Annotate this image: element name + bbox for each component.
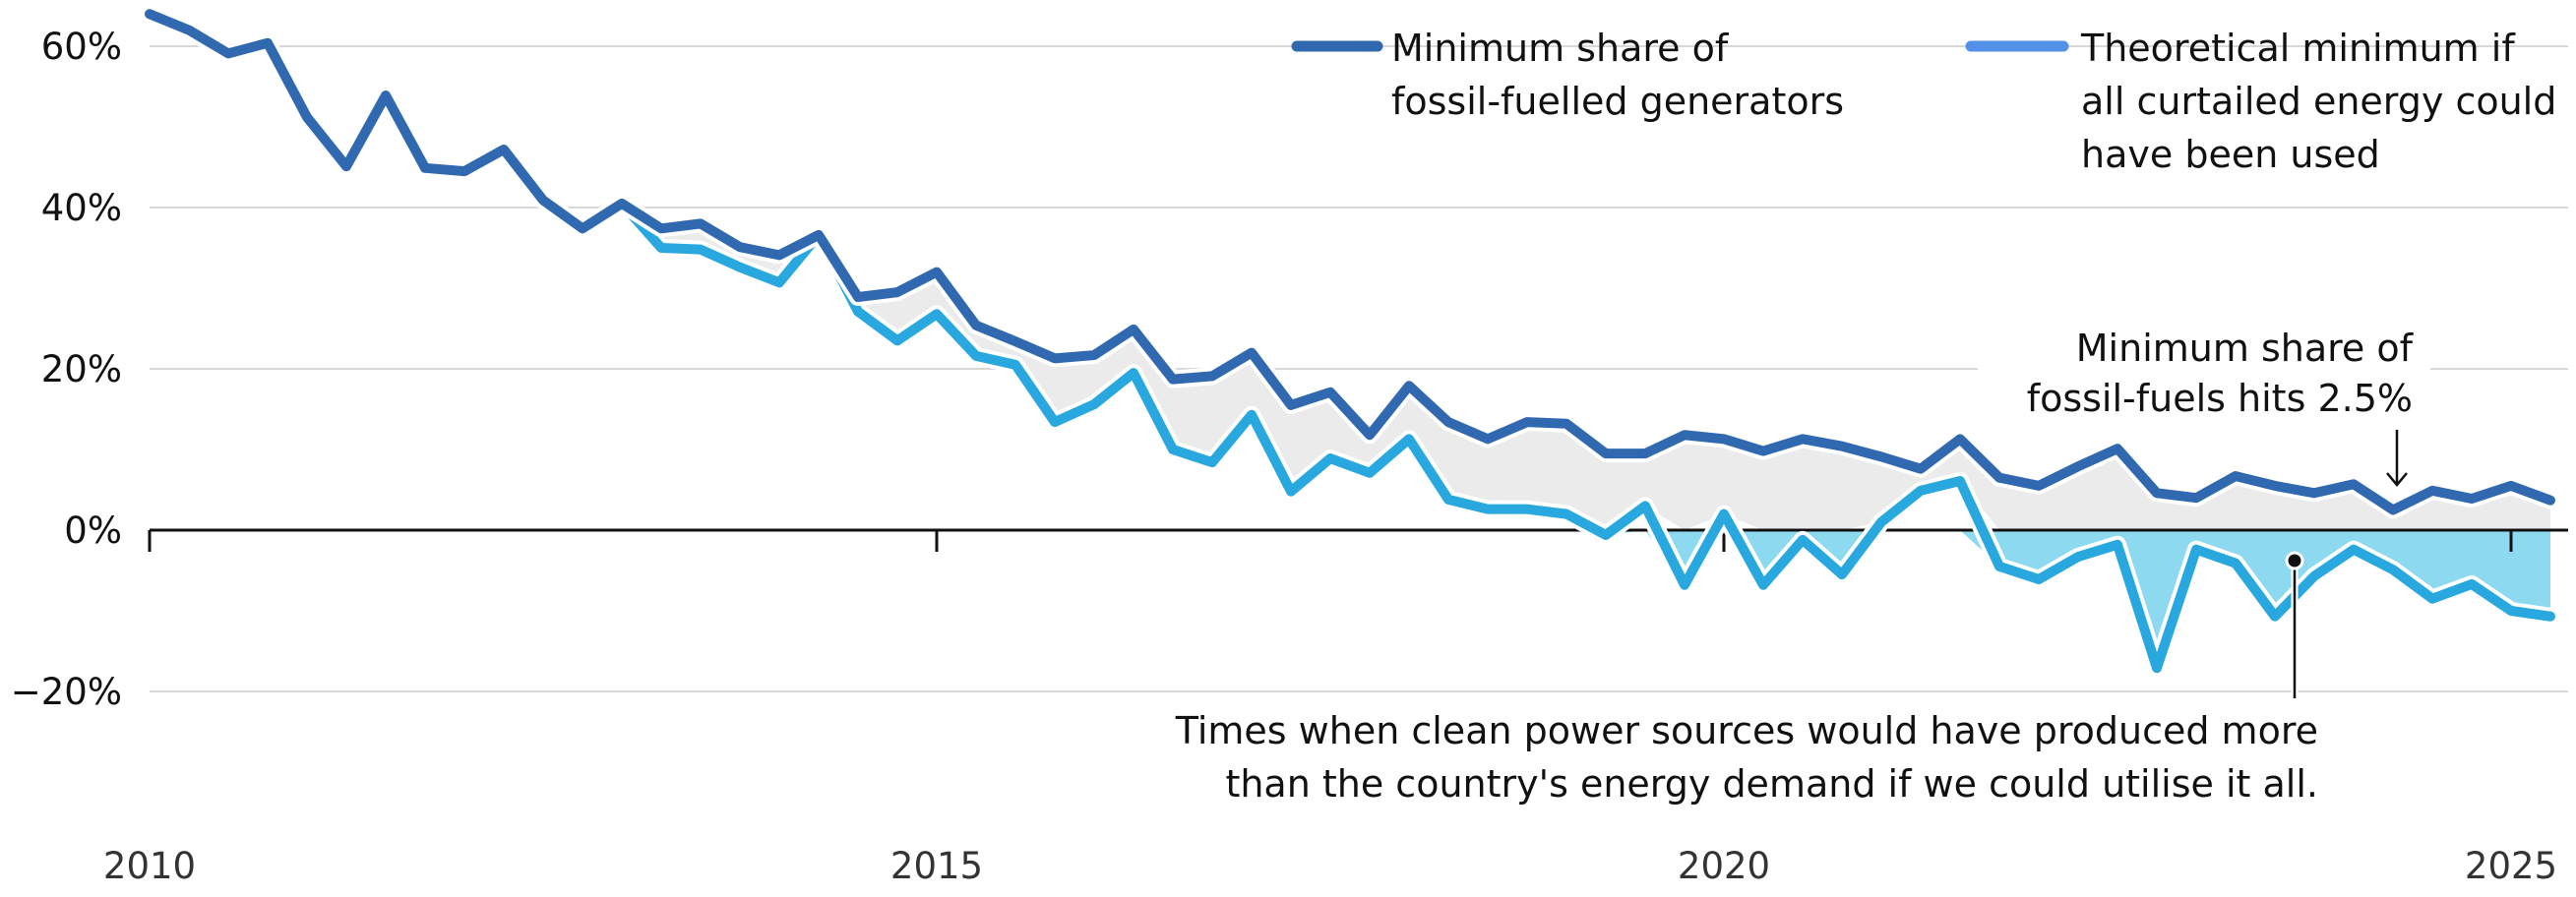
minimum-share-line: [145, 9, 2555, 515]
annotation-min-share-background: [1978, 325, 2430, 423]
legend-label-theoretical-minimum: Theoretical minimum if: [2080, 27, 2516, 70]
legend-label-theoretical-minimum-line2: all curtailed energy could: [2081, 80, 2556, 123]
y-tick-label: −20%: [11, 671, 122, 713]
annotation-min-share: Minimum share of fossil-fuels hits 2.5%: [1978, 325, 2430, 487]
legend-label-minimum-share-line2: fossil-fuelled generators: [1391, 80, 1844, 123]
x-tick-label: 2015: [890, 845, 983, 887]
y-tick-label: 40%: [41, 187, 122, 229]
y-tick-label: 20%: [41, 348, 122, 390]
y-tick-label: 0%: [64, 509, 122, 552]
x-tick-label: 2020: [1678, 845, 1770, 887]
annotation-clean-surplus: Times when clean power sources would hav…: [1175, 551, 2318, 806]
legend: Minimum share of fossil-fuelled generato…: [1291, 27, 2556, 176]
annotation-min-share-line2: fossil-fuels hits 2.5%: [2027, 377, 2413, 420]
x-axis: [148, 528, 2568, 552]
legend-item-minimum-share: Minimum share of fossil-fuelled generato…: [1291, 27, 1844, 123]
legend-label-theoretical-minimum-line3: have been used: [2081, 133, 2380, 176]
theoretical-minimum-line: [617, 198, 2555, 674]
legend-item-theoretical-minimum: Theoretical minimum if all curtailed ene…: [1965, 27, 2556, 176]
y-tick-label: 60%: [41, 26, 122, 68]
annotation-clean-surplus-line2: than the country's energy demand if we c…: [1225, 762, 2318, 806]
gap-area: [622, 203, 2550, 530]
arrow-down-icon: [2386, 430, 2408, 487]
x-tick-label: 2010: [103, 845, 196, 887]
x-tick-labels: 2010 2015 2020 2025: [103, 845, 2557, 887]
x-tick-label: 2025: [2465, 845, 2557, 887]
series-lines: [141, 5, 2559, 678]
annotation-min-share-line1: Minimum share of: [2076, 327, 2415, 370]
y-tick-labels: 60% 40% 20% 0% −20%: [11, 26, 122, 713]
annotation-dot-icon: [2285, 551, 2304, 570]
legend-label-minimum-share: Minimum share of: [1391, 27, 1730, 70]
annotation-clean-surplus-line1: Times when clean power sources would hav…: [1175, 709, 2318, 752]
